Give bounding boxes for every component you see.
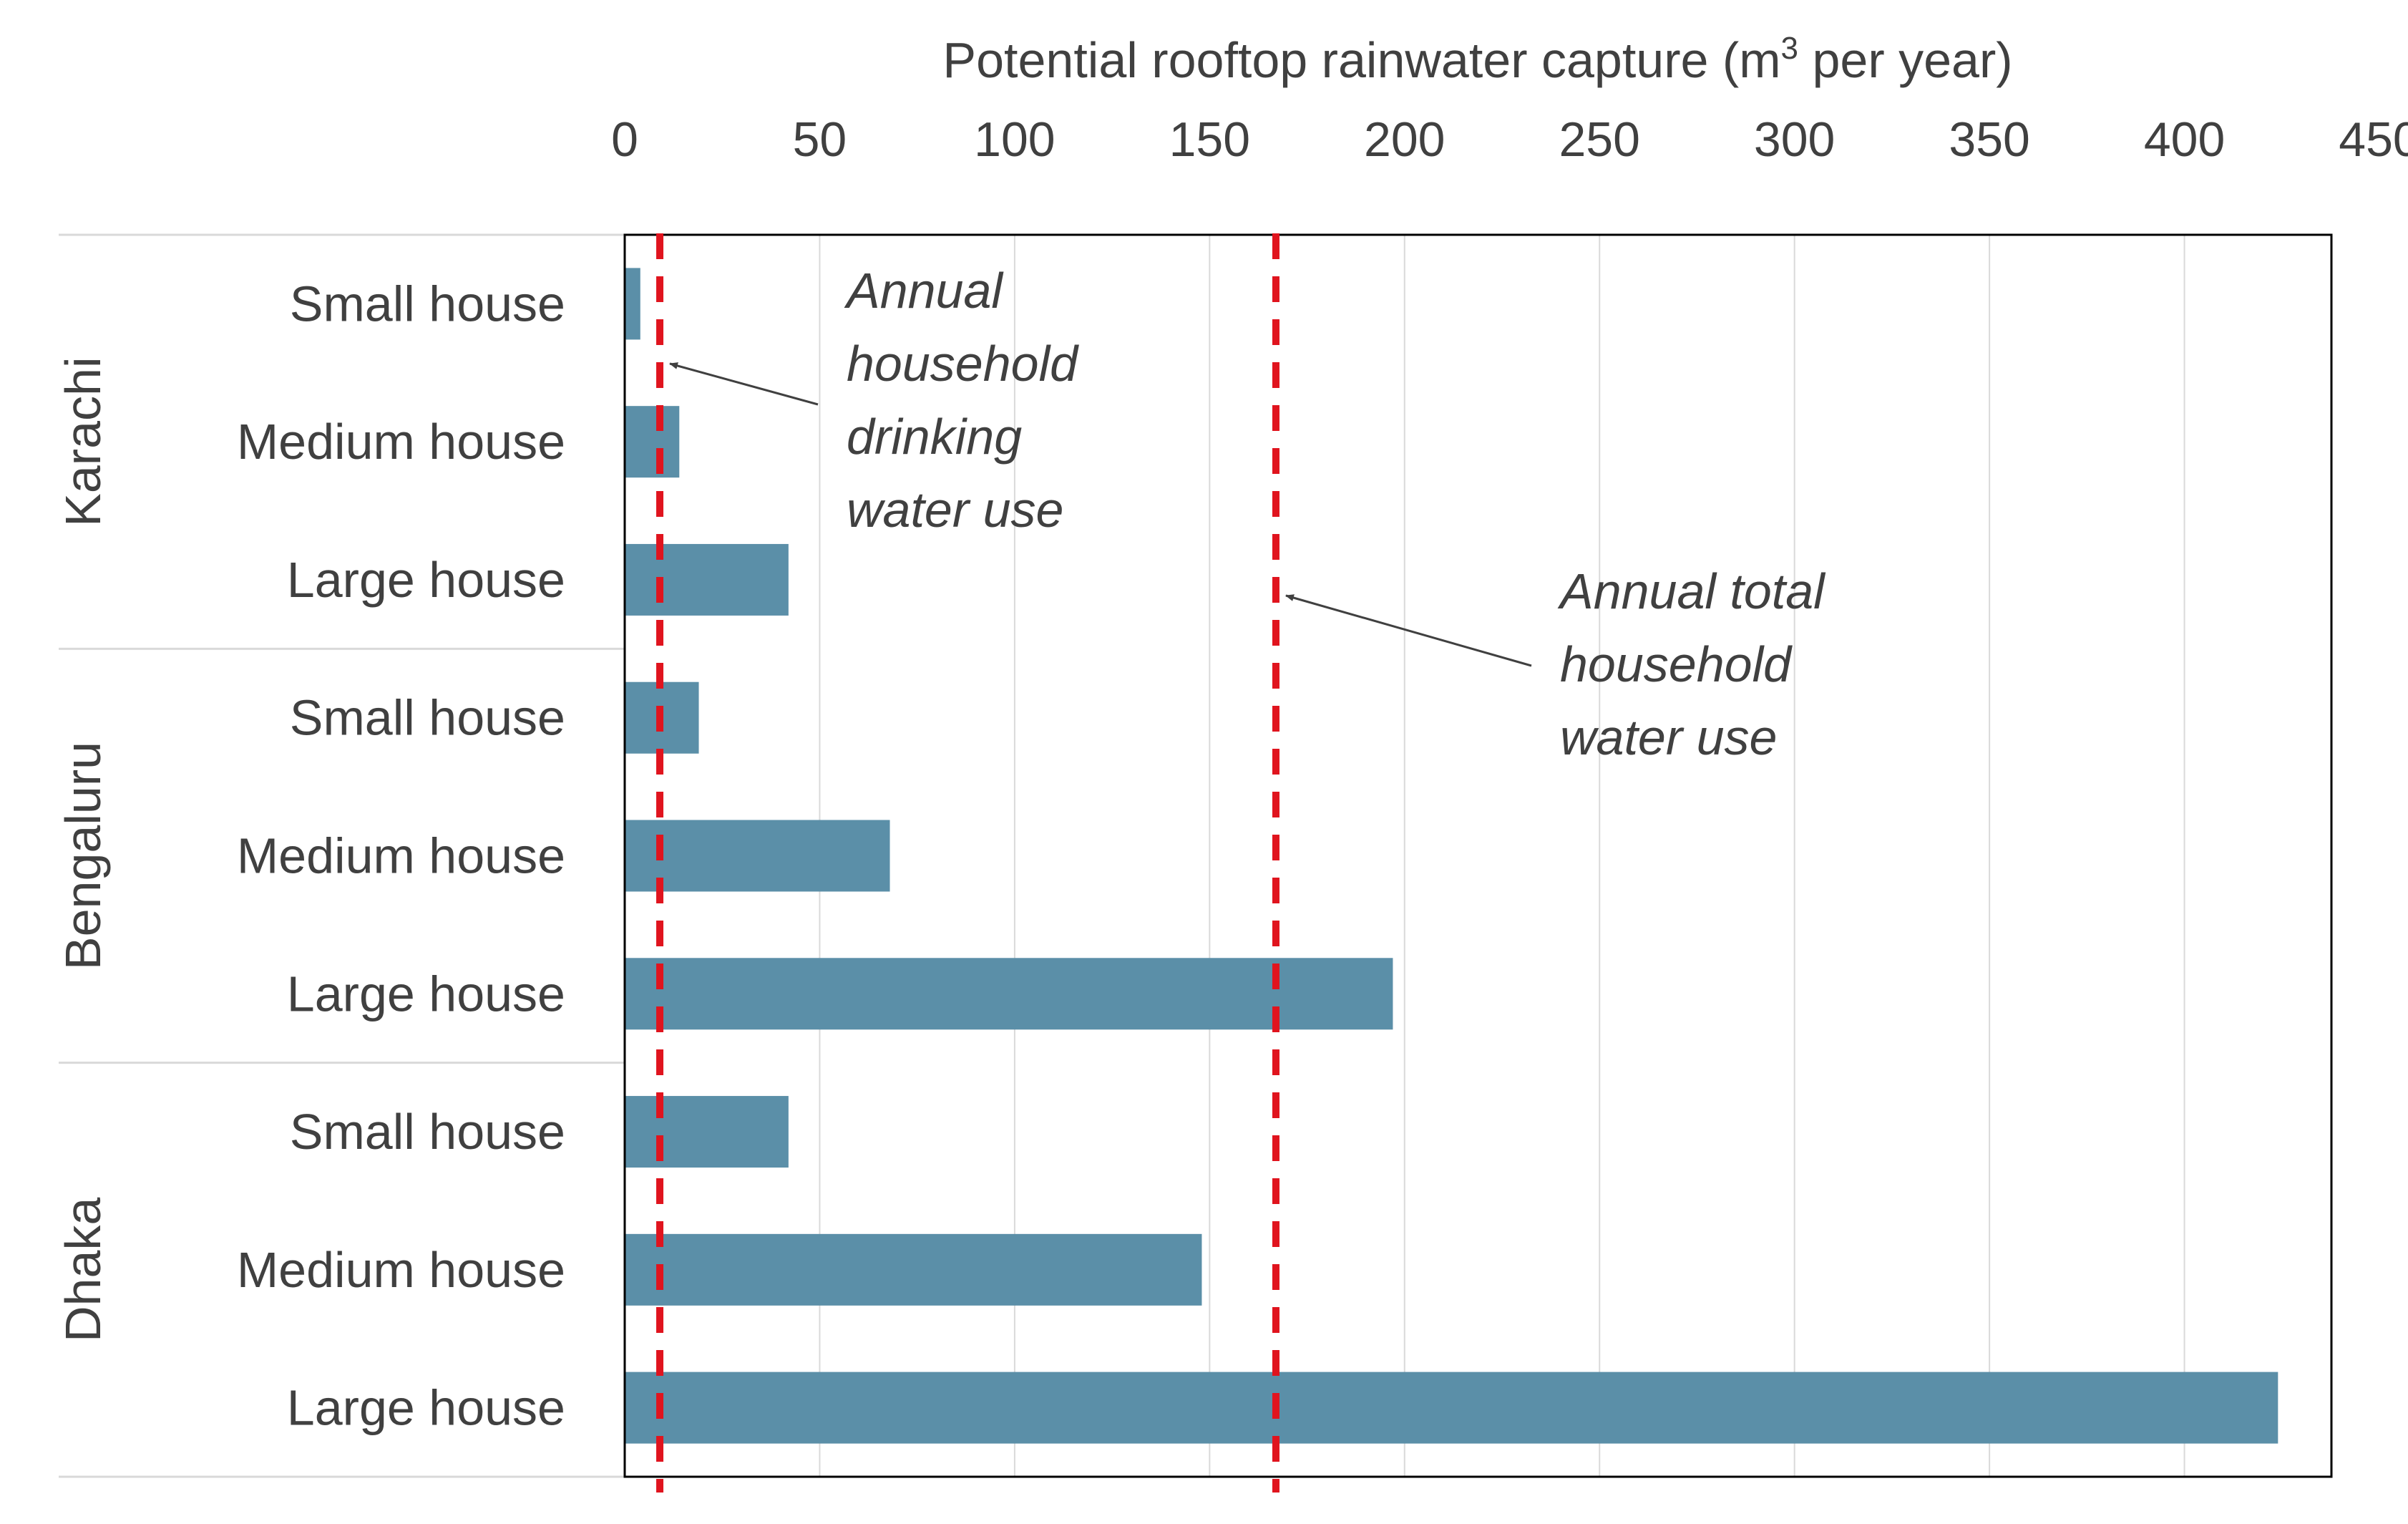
bar: [625, 820, 890, 892]
annotation-line: water use: [847, 482, 1063, 538]
x-tick-label: 250: [1559, 112, 1639, 167]
annotation-arrow: [669, 362, 819, 406]
category-label: Small house: [290, 690, 565, 746]
category-label: Large house: [287, 1380, 565, 1436]
x-tick-label: 150: [1169, 112, 1250, 167]
plot-area-frame: [623, 233, 2333, 1478]
x-axis-title: Potential rooftop rainwater capture (m3 …: [942, 31, 2012, 88]
group-label: Dhaka: [55, 1198, 111, 1342]
x-axis-tick-labels: 0 50 100 150 200 250 300 350 400 450: [611, 112, 2408, 167]
bar: [625, 268, 640, 340]
x-tick-label: 0: [611, 112, 638, 167]
bars: [625, 268, 2278, 1444]
group-label: Karachi: [55, 356, 111, 526]
x-axis-title-suffix: per year): [1798, 32, 2013, 88]
bar: [625, 1096, 789, 1168]
annotation-line: water use: [1560, 709, 1777, 765]
category-label: Medium house: [237, 414, 565, 470]
x-tick-label: 200: [1364, 112, 1445, 167]
bar: [625, 406, 680, 478]
x-tick-label: 350: [1949, 112, 2029, 167]
x-tick-label: 100: [974, 112, 1055, 167]
bar: [625, 958, 1393, 1030]
category-label: Large house: [287, 552, 565, 608]
category-label: Medium house: [237, 828, 565, 884]
annotation-line: household: [1560, 636, 1793, 692]
reference-line-annotation: Annual household drinking water use: [844, 263, 1079, 538]
annotation-line: Annual: [844, 263, 1004, 319]
bar: [625, 543, 789, 616]
x-axis-title-prefix: Potential rooftop rainwater capture (m: [942, 32, 1780, 88]
reference-line-annotation: Annual total household water use: [1557, 563, 1826, 765]
annotation-line: drinking: [847, 409, 1022, 465]
reference-lines: [656, 233, 1279, 1493]
group-separators: [59, 233, 625, 1478]
annotation-arrow: [1285, 594, 1532, 667]
x-tick-label: 50: [793, 112, 847, 167]
x-axis-title-superscript: 3: [1781, 31, 1798, 66]
category-label: Small house: [290, 1104, 565, 1160]
annotation-line: household: [847, 336, 1079, 392]
gridlines: [819, 235, 2185, 1477]
category-label: Medium house: [237, 1242, 565, 1298]
bar: [625, 1372, 2278, 1444]
category-label: Small house: [290, 276, 565, 331]
bar: [625, 1233, 1202, 1306]
group-labels: Karachi Bengaluru Dhaka: [55, 356, 111, 1342]
x-tick-label: 400: [2144, 112, 2225, 167]
category-labels: Small house Medium house Large house Small …: [237, 276, 565, 1435]
annotation-line: Annual total: [1557, 563, 1826, 619]
category-label: Large house: [287, 966, 565, 1021]
x-tick-label: 300: [1754, 112, 1835, 167]
x-tick-label: 450: [2339, 112, 2408, 167]
group-label: Bengaluru: [55, 742, 111, 970]
